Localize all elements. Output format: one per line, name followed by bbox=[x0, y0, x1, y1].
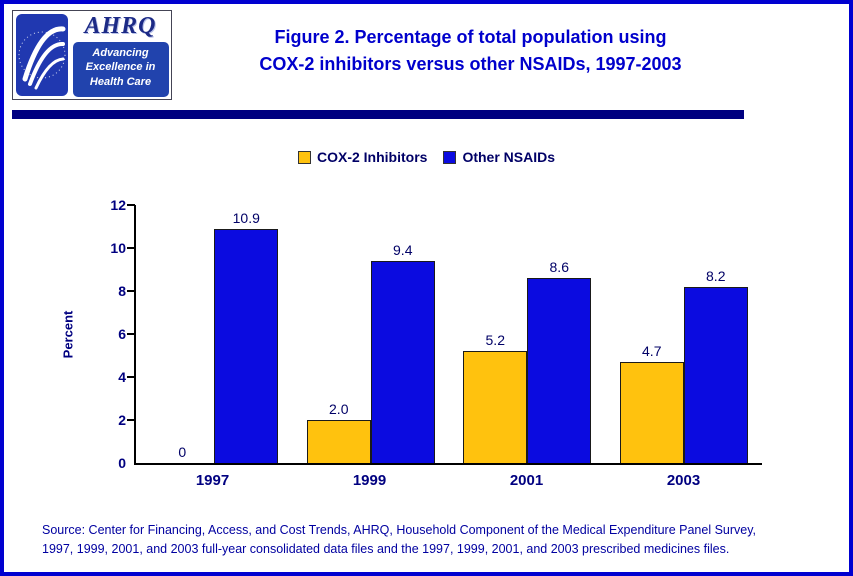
bar-other-nsaids-1999 bbox=[370, 260, 435, 463]
figure-title-line1: Figure 2. Percentage of total population… bbox=[274, 27, 667, 47]
y-tick-mark bbox=[127, 290, 135, 292]
bar-value-label: 9.4 bbox=[393, 241, 413, 258]
y-tick-mark bbox=[127, 247, 135, 249]
bar-value-label: 5.2 bbox=[485, 332, 505, 349]
chart-legend: COX-2 Inhibitors Other NSAIDs bbox=[4, 149, 849, 165]
y-tick-label: 12 bbox=[110, 197, 126, 213]
bar-column: 0 bbox=[150, 205, 214, 463]
source-line1: Source: Center for Financing, Access, an… bbox=[42, 523, 757, 537]
bar-value-label: 4.7 bbox=[642, 342, 662, 359]
y-tick-label: 10 bbox=[110, 240, 126, 256]
figure-title: Figure 2. Percentage of total population… bbox=[172, 10, 839, 100]
header: AHRQ Advancing Excellence in Health Care… bbox=[4, 4, 849, 100]
bar-other-nsaids-2001 bbox=[527, 278, 592, 463]
y-tick-mark bbox=[127, 376, 135, 378]
bar-column: 8.2 bbox=[683, 205, 748, 463]
x-axis-label-2003: 2003 bbox=[666, 472, 701, 489]
bar-cox-2-inhibitors-2003 bbox=[619, 361, 684, 463]
bar-value-label: 8.6 bbox=[549, 259, 569, 276]
ahrq-tagline: Advancing Excellence in Health Care bbox=[72, 42, 169, 97]
legend-item: Other NSAIDs bbox=[443, 149, 555, 165]
bar-column: 9.4 bbox=[370, 205, 435, 463]
bar-group-1999: 2.0 9.4 bbox=[293, 205, 450, 463]
ahrq-wordmark: AHRQ bbox=[84, 13, 157, 39]
x-axis-labels: 1997 1999 2001 2003 bbox=[134, 465, 762, 489]
y-tick-label: 2 bbox=[118, 412, 126, 428]
x-axis-label-1997: 1997 bbox=[195, 472, 230, 489]
y-tick-mark bbox=[127, 204, 135, 206]
bar-value-label: 10.9 bbox=[232, 209, 260, 226]
bar-group-2001: 5.2 8.6 bbox=[449, 205, 606, 463]
bar-column: 4.7 bbox=[619, 205, 684, 463]
y-tick-label: 8 bbox=[118, 283, 126, 299]
x-axis-label-1999: 1999 bbox=[352, 472, 387, 489]
y-axis-title: Percent bbox=[58, 205, 78, 464]
y-tick-label: 4 bbox=[118, 369, 126, 385]
bar-value-label: 8.2 bbox=[706, 267, 726, 284]
plot-area: 0 10.9 2.0 9.4 5.2 8.6 4.7 8.2 0 2 4 6 8 10 12 bbox=[110, 198, 762, 470]
ahrq-hhs-logo: AHRQ Advancing Excellence in Health Care bbox=[12, 10, 172, 100]
bar-other-nsaids-2003 bbox=[683, 286, 748, 463]
bar-column: 5.2 bbox=[463, 205, 528, 463]
legend-swatch-icon bbox=[443, 150, 457, 164]
bar-column: 8.6 bbox=[527, 205, 592, 463]
bar-other-nsaids-1997 bbox=[214, 228, 279, 463]
header-divider-bar bbox=[12, 110, 744, 119]
source-note: Source: Center for Financing, Access, an… bbox=[42, 521, 849, 559]
hhs-eagle-icon bbox=[16, 14, 68, 96]
bar-group-2003: 4.7 8.2 bbox=[606, 205, 763, 463]
bar-value-label: 2.0 bbox=[329, 401, 349, 417]
y-tick-mark bbox=[127, 419, 135, 421]
bar-chart: Percent 0 10.9 2.0 9.4 5.2 8.6 4.7 8.2 0 2 4 6 8 10 1… bbox=[61, 198, 762, 489]
bar-group-1997: 0 10.9 bbox=[136, 205, 293, 463]
y-tick-mark bbox=[127, 333, 135, 335]
legend-label: COX-2 Inhibitors bbox=[316, 149, 428, 165]
bar-groups: 0 10.9 2.0 9.4 5.2 8.6 4.7 8.2 bbox=[136, 205, 762, 463]
y-tick-label: 6 bbox=[118, 326, 126, 342]
legend-swatch-icon bbox=[297, 150, 311, 164]
bar-column: 10.9 bbox=[214, 205, 279, 463]
ahrq-logo-text: AHRQ Advancing Excellence in Health Care bbox=[69, 13, 169, 97]
y-axis-label-text: Percent bbox=[60, 310, 76, 359]
bar-cox-2-inhibitors-1999 bbox=[306, 420, 371, 463]
y-tick-label: 0 bbox=[118, 455, 126, 471]
bar-cox-2-inhibitors-2001 bbox=[463, 351, 528, 463]
bar-value-label: 0 bbox=[178, 444, 187, 460]
figure-title-line2: COX-2 inhibitors versus other NSAIDs, 19… bbox=[259, 54, 682, 74]
bar-column: 2.0 bbox=[306, 205, 371, 463]
x-axis-label-2001: 2001 bbox=[509, 472, 544, 489]
source-line2: 1997, 1999, 2001, and 2003 full-year con… bbox=[42, 541, 730, 556]
legend-item: COX-2 Inhibitors bbox=[297, 149, 428, 165]
legend-label: Other NSAIDs bbox=[462, 149, 556, 165]
